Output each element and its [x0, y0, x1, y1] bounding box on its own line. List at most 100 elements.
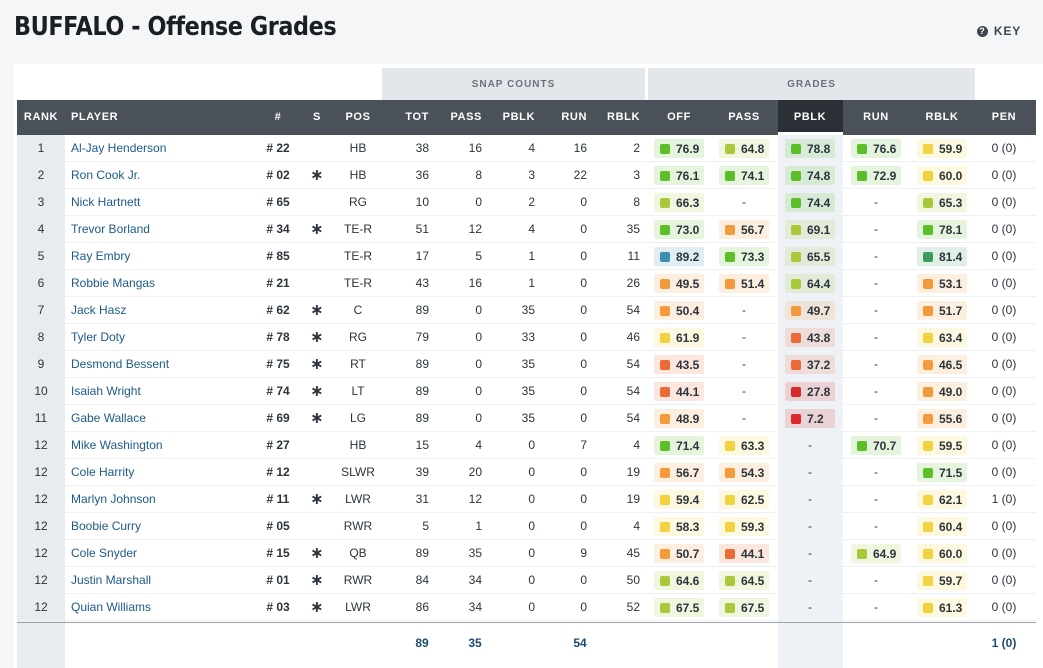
grade-value: 64.6 — [676, 573, 700, 588]
col-pos[interactable]: POS — [345, 111, 371, 123]
player-link[interactable]: Gabe Wallace — [71, 411, 146, 425]
col-grade-rblk[interactable]: RBLK — [925, 111, 959, 123]
player-link[interactable]: Quian Williams — [71, 600, 152, 614]
penalties: 0 (0) — [991, 411, 1017, 425]
player-link[interactable]: Cole Snyder — [71, 546, 138, 560]
total-run: 54 — [573, 636, 587, 650]
player-link[interactable]: Nick Hartnett — [71, 195, 141, 209]
snaps-rblk: 3 — [633, 168, 640, 182]
player-link[interactable]: Boobie Curry — [71, 519, 142, 533]
col-pen[interactable]: PEN — [991, 111, 1017, 123]
grade-off: 71.4 — [654, 436, 704, 455]
key-button[interactable]: ? KEY — [976, 24, 1021, 38]
grade-value: 37.2 — [807, 357, 831, 372]
player-link[interactable]: Ron Cook Jr. — [71, 168, 141, 182]
snaps-pblk: 4 — [528, 222, 535, 236]
penalties: 0 (0) — [991, 600, 1017, 614]
grade-color-swatch — [791, 305, 801, 316]
snaps-rblk: 26 — [626, 276, 640, 290]
grade-value: 62.5 — [741, 492, 765, 507]
grade-off: 59.4 — [654, 490, 704, 509]
col-run[interactable]: RUN — [561, 111, 587, 123]
snaps-run: 0 — [580, 195, 587, 209]
grade-run: 64.9 — [851, 544, 901, 563]
player-link[interactable]: Robbie Mangas — [71, 276, 156, 290]
grade-value: 60.4 — [939, 519, 963, 534]
grade-color-swatch — [857, 143, 867, 154]
player-link[interactable]: Marlyn Johnson — [71, 492, 156, 506]
grade-pass: 59.3 — [719, 517, 769, 536]
player-link[interactable]: Justin Marshall — [71, 573, 152, 587]
col-pblk[interactable]: PBLK — [502, 111, 535, 123]
grade-color-swatch — [660, 278, 670, 289]
snaps-rblk: 54 — [626, 411, 640, 425]
snaps-rblk: 50 — [626, 573, 640, 587]
snaps-pass: 1 — [475, 519, 482, 533]
rank-cell: 8 — [37, 330, 45, 344]
grade-color-swatch — [725, 251, 735, 262]
grade-value: 73.3 — [741, 249, 765, 264]
grade-value: 76.6 — [873, 141, 897, 156]
col-rank[interactable]: RANK — [23, 111, 59, 123]
table-row: 12 Cole Snyder # 15 QB 89 35 0 9 45 0 (0) ∗ 50.7 44.… — [17, 540, 1036, 567]
grade-color-swatch — [923, 602, 933, 613]
col-rblk[interactable]: RBLK — [607, 111, 640, 123]
grade-value: 61.9 — [676, 330, 700, 345]
rank-cell: 3 — [37, 195, 45, 209]
col-jersey[interactable]: # — [274, 111, 282, 123]
snaps-rblk: 54 — [626, 303, 640, 317]
grade-pass: 63.3 — [719, 436, 769, 455]
jersey-number: # 69 — [266, 411, 290, 425]
player-link[interactable]: Cole Harrity — [71, 465, 135, 479]
grade-pass: 54.3 — [719, 463, 769, 482]
snaps-run: 0 — [580, 600, 587, 614]
grade-value: 65.5 — [807, 249, 831, 264]
col-grade-off[interactable]: OFF — [667, 111, 691, 123]
snaps-pass: 34 — [468, 600, 482, 614]
jersey-number: # 78 — [266, 330, 290, 344]
col-grade-run[interactable]: RUN — [863, 111, 889, 123]
snaps-run: 0 — [580, 519, 587, 533]
rank-cell: 7 — [37, 303, 45, 317]
grade-pass-empty: - — [742, 303, 746, 317]
player-link[interactable]: Isaiah Wright — [71, 384, 141, 398]
player-link[interactable]: Tyler Doty — [71, 330, 126, 344]
snaps-pass: 4 — [475, 438, 482, 452]
grade-pblk: 65.5 — [785, 247, 835, 266]
position: QB — [349, 546, 367, 560]
snaps-run: 0 — [580, 357, 587, 371]
player-link[interactable]: Mike Washington — [71, 438, 163, 452]
col-pass[interactable]: PASS — [450, 111, 482, 123]
table-row: 12 Cole Harrity # 12 SLWR 39 20 0 0 19 0 (0) 56.7 5… — [17, 459, 1036, 486]
grade-value: 54.3 — [741, 465, 765, 480]
grade-rblk: 61.3 — [917, 598, 967, 617]
grade-color-swatch — [660, 494, 670, 505]
grade-pass-empty: - — [742, 195, 746, 209]
snaps-pass: 34 — [468, 573, 482, 587]
col-grade-pass[interactable]: PASS — [728, 111, 760, 123]
col-grade-pblk[interactable]: PBLK — [793, 111, 827, 123]
grade-pblk: 7.2 — [785, 409, 835, 428]
snaps-rblk: 54 — [626, 357, 640, 371]
grade-pblk: 37.2 — [785, 355, 835, 374]
player-link[interactable]: Trevor Borland — [71, 222, 150, 236]
grade-color-swatch — [857, 440, 867, 451]
player-link[interactable]: Ray Embry — [71, 249, 131, 263]
col-player[interactable]: PLAYER — [71, 111, 119, 123]
grade-color-swatch — [923, 494, 933, 505]
snaps-total: 5 — [422, 519, 429, 533]
col-tot[interactable]: TOT — [405, 111, 429, 123]
grade-run-empty: - — [874, 303, 878, 317]
player-link[interactable]: Jack Hasz — [71, 303, 127, 317]
player-link[interactable]: Al-Jay Henderson — [71, 141, 167, 155]
grade-value: 76.9 — [676, 141, 700, 156]
grade-off: 48.9 — [654, 409, 704, 428]
snaps-total: 89 — [415, 546, 429, 560]
col-starter[interactable]: S — [313, 111, 321, 123]
jersey-number: # 65 — [266, 195, 290, 209]
table-row: 4 Trevor Borland # 34 TE-R 51 12 4 0 35 0 (0) ∗ 73.… — [17, 216, 1036, 243]
grade-value: 48.9 — [676, 411, 700, 426]
starter-asterisk-icon: ∗ — [310, 302, 324, 319]
player-link[interactable]: Desmond Bessent — [71, 357, 170, 371]
snaps-pass: 12 — [468, 492, 482, 506]
